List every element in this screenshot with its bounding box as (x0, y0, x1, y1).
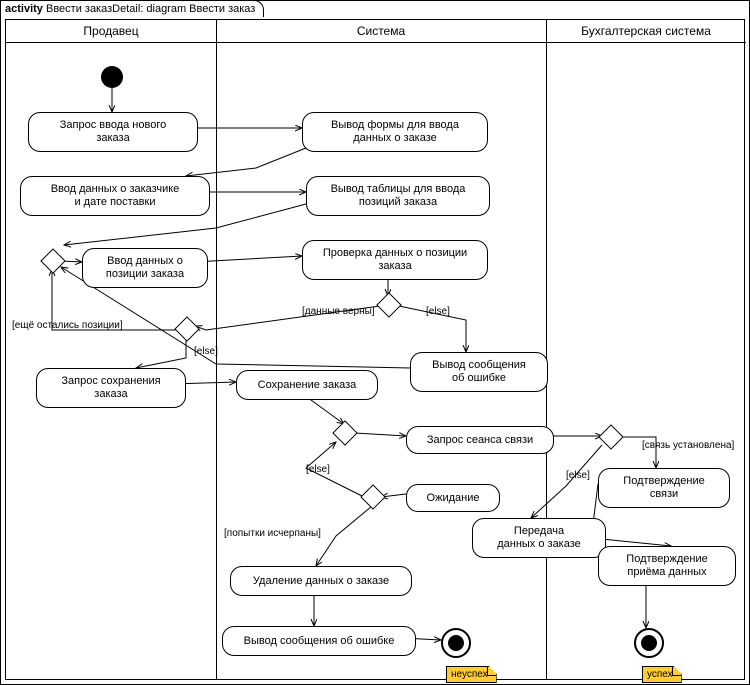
lane-separator (546, 20, 547, 679)
activity-node: Передачаданных о заказе (472, 518, 606, 558)
lane-header: Продавец (6, 20, 216, 43)
edge (531, 445, 602, 518)
activity-node: Вывод сообщенияоб ошибке (410, 352, 548, 392)
activity-node: Сохранение заказа (236, 370, 378, 400)
final-node (441, 628, 471, 658)
final-node (634, 628, 664, 658)
activity-node: Подтверждениеприёма данных (598, 546, 736, 586)
edge (316, 506, 372, 566)
lane-header: Система (216, 20, 546, 43)
guard-label: [else] (426, 306, 450, 317)
tab-title: Ввести заказDetail: diagram Ввести заказ (46, 3, 255, 15)
lane-header: Бухгалтерская система (546, 20, 746, 43)
activity-node: Ожидание (406, 484, 500, 512)
note: успех (642, 666, 682, 683)
activity-node: Ввод данных опозиции заказа (82, 248, 208, 288)
guard-label: [ещё остались позиции] (12, 320, 123, 331)
activity-node: Проверка данных о позициизаказа (302, 240, 488, 280)
edge (136, 338, 186, 368)
activity-node: Запрос сохранениязаказа (36, 368, 186, 408)
decision-node (376, 292, 401, 317)
guard-label: [else] (194, 346, 218, 357)
activity-node: Запрос сеанса связи (406, 426, 554, 454)
guard-label: [попытки исчерпаны] (224, 528, 321, 539)
decision-node (332, 420, 357, 445)
guard-label: [else] (306, 464, 330, 475)
edge (186, 144, 316, 176)
edge (194, 256, 302, 262)
diagram-frame: activity Ввести заказDetail: diagram Вве… (0, 0, 750, 685)
activity-node: Подтверждениесвязи (598, 468, 730, 508)
activity-node: Ввод данных о заказчикеи дате поставки (20, 176, 210, 216)
note: неуспех (446, 666, 497, 683)
guard-label: [данные верны] (302, 306, 375, 317)
activity-node: Вывод формы для вводаданных о заказе (302, 112, 488, 152)
activity-node: Вывод таблицы для вводапозиций заказа (306, 176, 490, 216)
decision-node (174, 316, 199, 341)
decision-node (598, 424, 623, 449)
guard-label: [else] (566, 470, 590, 481)
edge (355, 433, 406, 436)
activity-node: Удаление данных о заказе (230, 566, 412, 596)
activity-node: Вывод сообщения об ошибке (222, 626, 416, 656)
initial-node (101, 66, 123, 88)
frame-tab: activity Ввести заказDetail: diagram Вве… (0, 0, 264, 17)
activity-node: Запрос ввода новогозаказа (28, 112, 198, 152)
guard-label: [связь установлена] (642, 440, 734, 451)
decision-node (40, 248, 65, 273)
decision-node (360, 484, 385, 509)
tab-prefix: activity (5, 3, 43, 15)
diagram-canvas: ПродавецСистемаБухгалтерская система Запр… (5, 19, 745, 680)
